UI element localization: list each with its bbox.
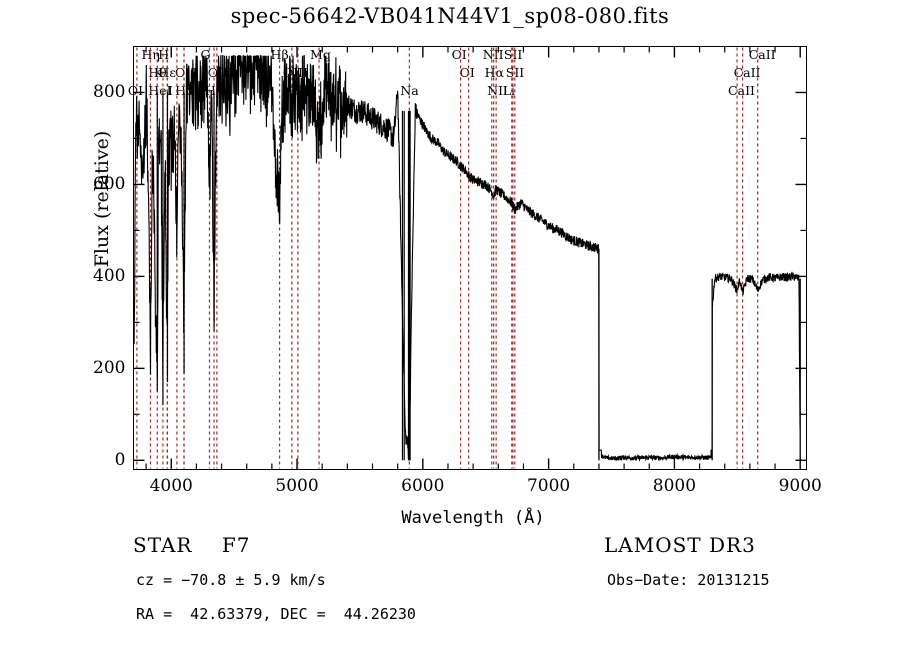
line-marker-label: CaII	[733, 65, 761, 80]
line-marker-label: Hβ	[270, 47, 289, 62]
line-marker-label: CaII	[728, 83, 755, 98]
x-tick-label: 7000	[526, 476, 571, 496]
line-marker-label: SII	[505, 65, 525, 80]
line-marker-label: OIII	[288, 83, 314, 98]
line-marker-label: SII	[503, 47, 523, 62]
line-marker-label: Hδ	[175, 83, 194, 98]
line-marker-label: Hε	[158, 65, 176, 80]
line-marker-label: OI	[127, 83, 144, 98]
x-tick-label: 4000	[149, 476, 193, 496]
x-axis-label: Wavelength (Å)	[401, 508, 545, 528]
line-marker-label: Li	[502, 83, 516, 98]
line-marker-label: I	[167, 83, 173, 98]
y-tick-label: 400	[93, 266, 126, 287]
survey-text: LAMOST DR3	[604, 533, 756, 557]
y-tick-label: 200	[93, 358, 126, 379]
obs-date-text: Obs−Date: 20131215	[607, 571, 770, 589]
line-marker-label: Na	[400, 83, 419, 98]
line-marker-label: Hη	[141, 47, 160, 62]
line-marker-label: OII	[174, 65, 196, 80]
x-tick-label: 5000	[275, 476, 319, 496]
y-tick-label: 800	[93, 82, 126, 103]
line-marker-label: Hγ	[205, 83, 224, 98]
object-class-text: STAR F7	[133, 533, 251, 557]
page-title: spec-56642-VB041N44V1_sp08-080.fits	[230, 4, 670, 28]
line-marker-label: OIII	[282, 65, 308, 80]
line-marker-label: Hα	[484, 65, 504, 80]
line-marker-label: OI	[459, 65, 475, 80]
plot-frame	[133, 46, 807, 470]
line-marker-label: Mg	[310, 47, 331, 62]
cz-text: cz = −70.8 ± 5.9 km/s	[136, 571, 326, 589]
y-tick-label: 600	[93, 174, 126, 195]
x-tick-label: 6000	[401, 476, 445, 496]
line-marker-label: OI	[451, 47, 467, 62]
y-tick-label: 0	[114, 450, 126, 471]
line-marker-label: H	[158, 47, 170, 62]
x-tick-label: 9000	[778, 476, 822, 496]
line-marker-label: OIII	[207, 65, 233, 80]
line-marker-label: G	[200, 47, 211, 62]
line-marker-label: NII	[482, 47, 504, 62]
coordinates-text: RA = 42.63379, DEC = 44.26230	[136, 605, 416, 623]
x-tick-label: 8000	[652, 476, 697, 496]
line-marker-label: CaII	[748, 47, 776, 62]
